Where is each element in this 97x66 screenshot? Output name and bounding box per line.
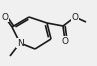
Text: O: O (1, 12, 9, 22)
Text: N: N (17, 38, 23, 48)
Text: O: O (61, 36, 68, 45)
Text: O: O (71, 12, 78, 22)
